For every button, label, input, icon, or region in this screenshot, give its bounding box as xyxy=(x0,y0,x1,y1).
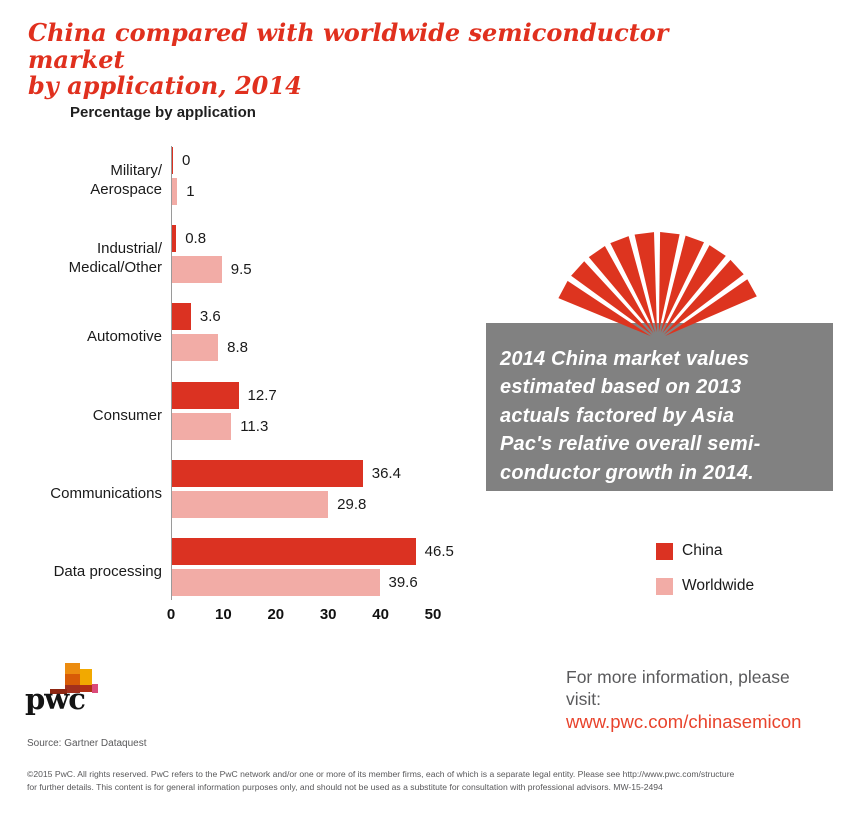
legend-swatch-worldwide xyxy=(656,577,673,595)
x-tick-label: 0 xyxy=(166,606,176,623)
fan-blade xyxy=(660,235,704,333)
bar-china xyxy=(172,460,363,487)
bar-china xyxy=(172,303,191,330)
legend-label-china: China xyxy=(682,542,723,559)
x-tick-label: 30 xyxy=(319,606,337,623)
bar-value-label: 36.4 xyxy=(371,465,401,482)
pwc-logo-mosaic xyxy=(50,689,67,694)
x-tick-label: 20 xyxy=(267,606,285,623)
bar-value-label: 11.3 xyxy=(240,418,269,435)
source-note: Source: Gartner Dataquest xyxy=(27,738,147,749)
fan-blade xyxy=(663,259,744,335)
fan-blade xyxy=(662,245,726,334)
category-label: Communications xyxy=(50,484,162,502)
x-tick-label: 50 xyxy=(424,606,442,623)
annotation-box: 2014 China market values estimated based… xyxy=(486,323,833,491)
category-label: Consumer xyxy=(92,406,162,424)
pwc-logo-mosaic xyxy=(65,674,80,685)
bar-value-label: 1 xyxy=(186,183,195,200)
legend-item-worldwide: Worldwide xyxy=(656,577,754,595)
x-tick-label: 10 xyxy=(215,606,232,623)
bar-value-label: 3.6 xyxy=(199,308,221,325)
bar-worldwide xyxy=(172,178,178,205)
fan-blade xyxy=(588,246,654,334)
fan-blade xyxy=(571,261,652,335)
fan-blade xyxy=(634,232,657,333)
footer-legal: ©2015 PwC. All rights reserved. PwC refe… xyxy=(27,769,735,792)
axis-heading: Percentage by application xyxy=(70,104,256,121)
bar-worldwide xyxy=(172,491,329,518)
x-tick-label: 40 xyxy=(372,606,389,623)
bar-value-label: 46.5 xyxy=(424,543,454,560)
pwc-wordmark: pwc xyxy=(25,682,86,716)
info-block: For more information, please visit: www.… xyxy=(566,666,826,733)
pwc-logo-mosaic xyxy=(80,669,92,685)
legend-item-china: China xyxy=(656,542,723,560)
y-axis-line xyxy=(171,146,172,600)
pwc-logo-mosaic xyxy=(92,684,98,693)
legend-label-worldwide: Worldwide xyxy=(682,577,755,594)
fan-blade xyxy=(658,232,680,332)
pwc-logo-mosaic xyxy=(65,663,80,674)
bar-worldwide xyxy=(172,334,219,361)
bar-value-label: 12.7 xyxy=(247,387,277,404)
bar-china xyxy=(172,382,239,409)
category-label: Data processing xyxy=(53,562,162,580)
bar-value-label: 8.8 xyxy=(227,339,248,356)
fan-icon xyxy=(558,232,757,337)
pwc-logo-mosaic xyxy=(65,685,80,693)
category-label: Military/ Aerospace xyxy=(90,162,162,198)
fan-blade xyxy=(665,279,757,337)
pwc-logo: pwc xyxy=(25,656,135,722)
bar-worldwide xyxy=(172,413,232,440)
category-label: Industrial/ Medical/Other xyxy=(68,240,162,276)
bar-china xyxy=(172,147,173,174)
chart-title: China compared with worldwide semiconduc… xyxy=(28,18,669,100)
bar-value-label: 9.5 xyxy=(230,261,252,278)
legend-swatch-china xyxy=(656,542,673,560)
bar-worldwide xyxy=(172,256,222,283)
info-link[interactable]: www.pwc.com/chinasemicon xyxy=(566,711,802,732)
bar-value-label: 0.8 xyxy=(185,230,207,247)
bar-worldwide xyxy=(172,569,380,596)
annotation-text: 2014 China market values estimated based… xyxy=(500,348,761,484)
info-text: For more information, please visit: xyxy=(566,667,790,709)
bar-value-label: 39.6 xyxy=(388,574,418,591)
bar-china xyxy=(172,538,416,565)
fan-blade xyxy=(610,236,656,333)
bar-china xyxy=(172,225,177,252)
bar-value-label: 0 xyxy=(182,152,191,169)
category-label: Automotive xyxy=(86,327,162,345)
pwc-logo-mosaic xyxy=(80,685,92,692)
bar-value-label: 29.8 xyxy=(337,496,367,513)
fan-blade xyxy=(558,280,651,337)
